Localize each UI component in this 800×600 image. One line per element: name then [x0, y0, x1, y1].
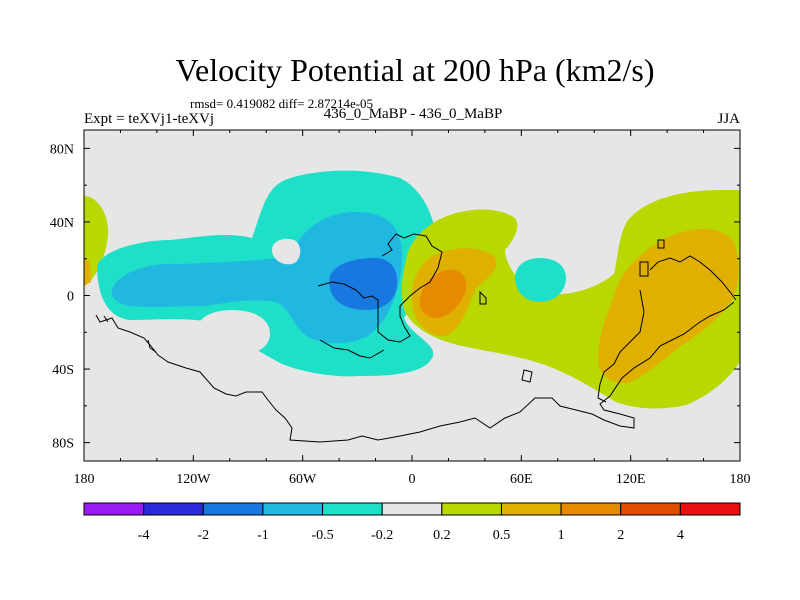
x-tick-label: 180: [730, 472, 751, 487]
contour-main-lt-1: [329, 258, 398, 310]
rmsd-diff-stats: rmsd= 0.419082 diff= 2.87214e-05: [190, 96, 374, 111]
colorbar-label: -4: [138, 528, 150, 543]
coastline-10: [521, 369, 533, 383]
colorbar-label: 0.5: [493, 528, 511, 543]
colorbar-box: [143, 502, 204, 516]
y-tick-label: 40S: [52, 363, 74, 378]
colorbar-label: -1: [257, 528, 269, 543]
y-tick-label: 80N: [50, 142, 74, 157]
colorbar-box: [322, 502, 383, 516]
case-label: 436_0_MaBP - 436_0_MaBP: [323, 106, 503, 122]
contour-main-lt-0.5: [111, 211, 402, 344]
colorbar-box: [83, 502, 145, 516]
y-tick-label: 40N: [50, 216, 74, 231]
x-tick-label: 120W: [176, 472, 211, 487]
contour-small-lt-0.2: [515, 258, 566, 302]
colorbar-box: [381, 502, 443, 516]
colorbar-box: [560, 502, 622, 516]
colorbar-box: [679, 502, 741, 516]
colorbar-label: 2: [617, 528, 624, 543]
coastline-9: [657, 239, 665, 249]
contour-east2-gt-0.5: [598, 228, 739, 383]
coastline-2: [317, 233, 443, 343]
colorbar-label: 0.2: [433, 528, 451, 543]
season-label: JJA: [717, 111, 740, 127]
y-tick-label: 0: [67, 290, 74, 305]
coastline-7: [479, 290, 487, 305]
x-tick-label: 180: [74, 472, 95, 487]
map-plot-area: [84, 130, 740, 461]
experiment-label: Expt = teXVj1-teXVj: [84, 111, 215, 127]
x-tick-label: 0: [409, 472, 416, 487]
chart-title: Velocity Potential at 200 hPa (km2/s): [175, 52, 655, 88]
colorbar-box: [202, 502, 264, 516]
coastline-5: [597, 289, 645, 403]
contour-hole-a: [272, 238, 301, 265]
colorbar-box: [441, 502, 502, 516]
colorbar-label: -0.5: [311, 528, 333, 543]
colorbar-label: 4: [677, 528, 684, 543]
coastline-1: [95, 301, 735, 443]
contour-hole-b: [196, 310, 270, 356]
contour-west-gt-0.5: [84, 258, 91, 286]
coastline-3: [319, 339, 385, 359]
colorbar-label: 1: [558, 528, 565, 543]
x-tick-label: 60W: [289, 472, 317, 487]
coastline-4: [649, 255, 737, 301]
x-tick-label: 120E: [616, 472, 646, 487]
y-tick-label: 80S: [52, 437, 74, 452]
colorbar-box: [620, 502, 681, 516]
colorbar-label: -2: [197, 528, 209, 543]
x-tick-label: 60E: [510, 472, 533, 487]
coastline-6: [103, 315, 157, 353]
axis-ticks: 180 120W 60W 0 60E 120E 180 80N 40N 0 40S 80S: [50, 130, 751, 487]
colorbar-box: [500, 502, 562, 516]
coastline-8: [639, 261, 649, 277]
colorbar-label: -0.2: [371, 528, 393, 543]
colorbar-box: [262, 502, 324, 516]
colorbar: -4 -2 -1 -0.5 -0.2 0.2 0.5 1 2 4: [83, 502, 741, 543]
contour-east-gt-1: [419, 269, 467, 318]
